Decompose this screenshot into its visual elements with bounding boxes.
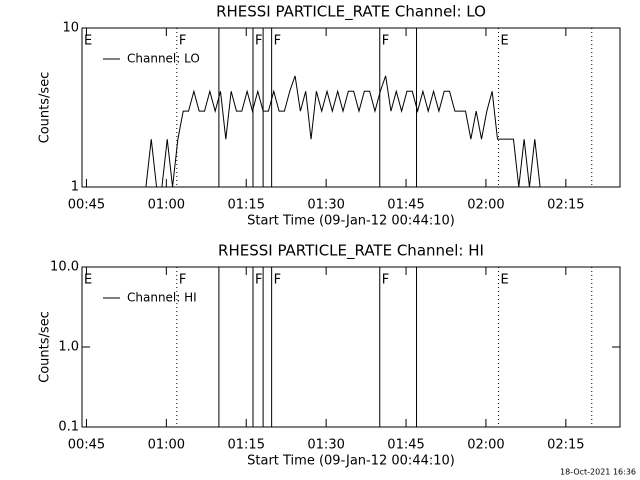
x-axis-label: Start Time (09-Jan-12 00:44:10) <box>247 214 455 229</box>
flag-label: E <box>84 34 92 49</box>
chart-title: RHESSI PARTICLE_RATE Channel: LO <box>216 3 486 22</box>
x-tick-label: 01:30 <box>307 198 344 213</box>
legend-label: Channel: LO <box>127 52 200 66</box>
flag-label: E <box>501 34 509 49</box>
x-tick-label: 02:15 <box>547 438 584 453</box>
y-tick-label: 0.1 <box>58 420 79 435</box>
x-tick-label: 01:15 <box>228 438 265 453</box>
x-tick-label: 01:00 <box>148 198 185 213</box>
y-tick-label: 10 <box>62 21 79 36</box>
x-tick-label: 01:30 <box>307 438 344 453</box>
x-tick-label: 02:00 <box>467 438 504 453</box>
legend-label: Channel: HI <box>127 291 197 305</box>
flag-label: F <box>179 34 186 49</box>
x-tick-label: 01:15 <box>228 198 265 213</box>
y-tick-label: 10.0 <box>50 260 79 275</box>
flag-label: F <box>382 34 389 49</box>
flag-label: F <box>255 273 262 288</box>
x-tick-label: 00:45 <box>68 438 105 453</box>
data-line <box>145 75 541 188</box>
flag-label: F <box>274 34 281 49</box>
x-tick-label: 00:45 <box>68 198 105 213</box>
flag-label: E <box>84 273 92 288</box>
flag-label: F <box>255 34 262 49</box>
x-tick-label: 02:00 <box>467 198 504 213</box>
flag-label: F <box>382 273 389 288</box>
y-tick-label: 1 <box>71 180 79 195</box>
x-tick-label: 01:00 <box>148 438 185 453</box>
x-tick-label: 01:45 <box>387 198 424 213</box>
y-tick-label: 1.0 <box>58 340 79 355</box>
footer: 18-Oct-2021 16:36 <box>560 468 636 477</box>
y-axis-label: Counts/sec <box>38 72 53 144</box>
flag-label: F <box>274 273 281 288</box>
y-axis-label: Counts/sec <box>38 311 53 383</box>
flag-label: E <box>501 273 509 288</box>
chart-title: RHESSI PARTICLE_RATE Channel: HI <box>218 242 484 261</box>
x-tick-label: 02:15 <box>547 198 584 213</box>
flag-label: F <box>179 273 186 288</box>
x-tick-label: 01:45 <box>387 438 424 453</box>
x-axis-label: Start Time (09-Jan-12 00:44:10) <box>247 454 455 469</box>
